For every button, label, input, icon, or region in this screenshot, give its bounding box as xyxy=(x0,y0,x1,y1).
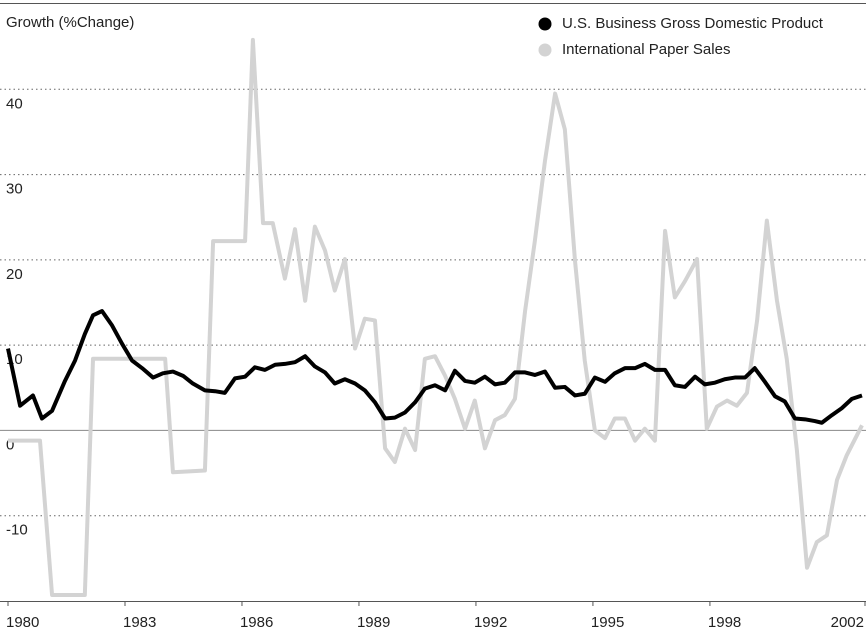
y-tick-label: 0 xyxy=(6,436,14,453)
x-tick-label: 1995 xyxy=(591,614,624,631)
legend-label: International Paper Sales xyxy=(562,41,730,58)
x-tick-label: 1980 xyxy=(6,614,39,631)
x-tick-label: 2002 xyxy=(831,614,864,631)
x-tick-label: 1989 xyxy=(357,614,390,631)
legend-marker xyxy=(538,43,552,57)
y-tick-label: 30 xyxy=(6,181,23,198)
legend-marker xyxy=(538,17,552,31)
legend-label: U.S. Business Gross Domestic Product xyxy=(562,15,824,32)
y-tick-label: 20 xyxy=(6,266,23,283)
x-tick-label: 1992 xyxy=(474,614,507,631)
x-tick-label: 1998 xyxy=(708,614,741,631)
series-line xyxy=(8,37,864,598)
series-line xyxy=(6,309,863,425)
y-tick-label: 40 xyxy=(6,95,23,112)
x-tick-label: 1986 xyxy=(240,614,273,631)
x-tick-label: 1983 xyxy=(123,614,156,631)
y-axis-label: Growth (%Change) xyxy=(6,14,134,31)
y-tick-label: -10 xyxy=(6,522,28,539)
